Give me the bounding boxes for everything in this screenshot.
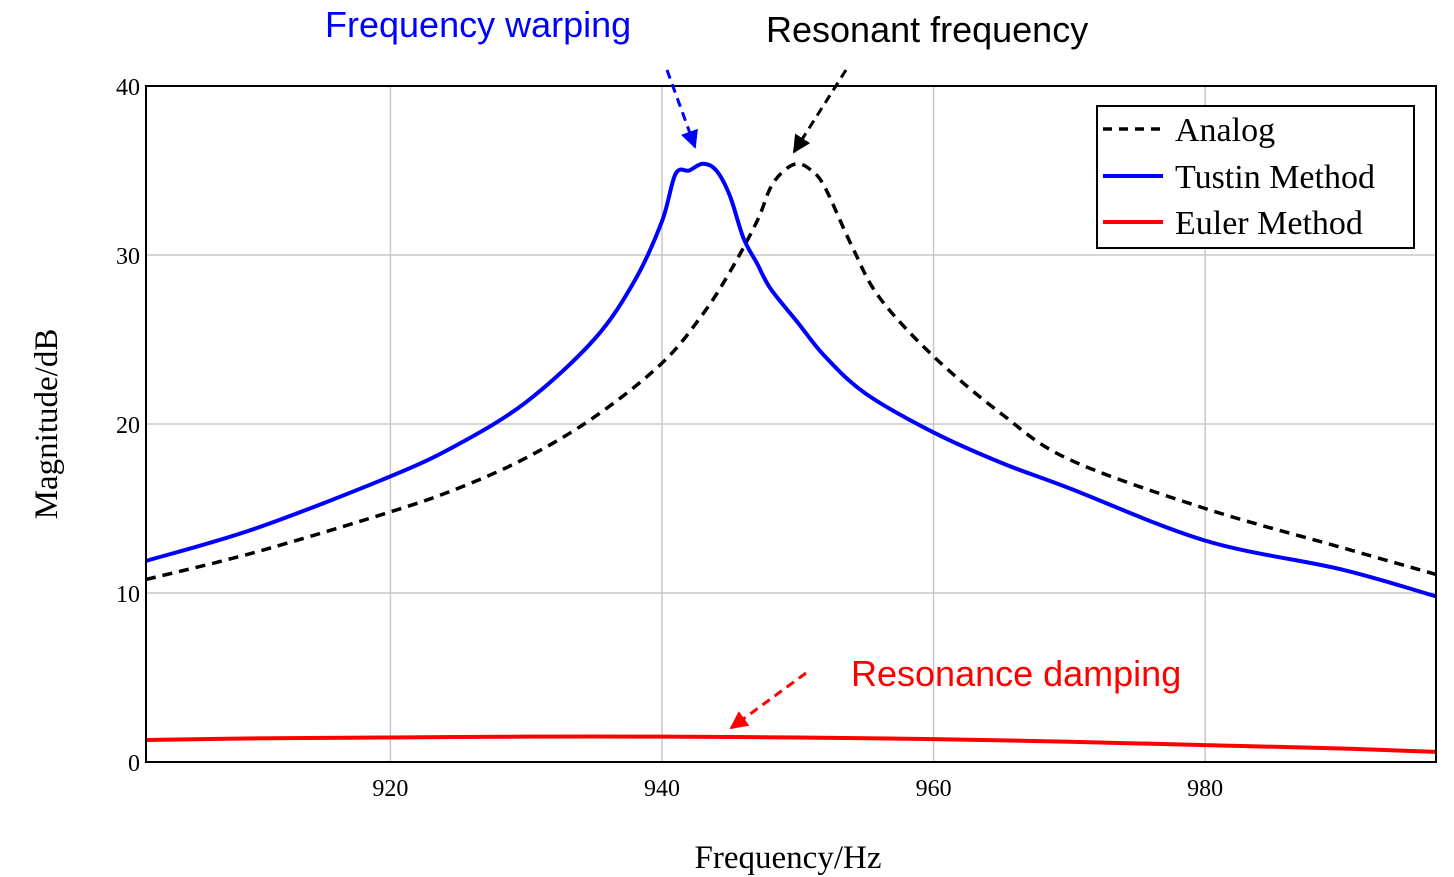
series-line-euler-method [146,734,1436,754]
annotation-resonance-damping: Resonance damping [851,653,1181,694]
series-line-analog [146,161,1436,582]
y-tick-label: 40 [116,75,140,101]
x-tick-label: 980 [1187,776,1223,802]
y-tick-label: 20 [116,413,140,439]
annotation-arrow-resonant [792,69,848,154]
y-tick-label: 0 [128,751,140,777]
legend-label-tustin: Tustin Method [1175,159,1375,196]
x-axis-title: Frequency/Hz [695,840,882,876]
x-tick-label: 960 [916,776,952,802]
annotation-arrow-damping [729,671,807,730]
y-tick-label: 30 [116,244,140,270]
plot-frame [145,85,1437,763]
legend-label-analog: Analog [1175,112,1275,149]
series-layer [146,161,1436,754]
legend-label-euler: Euler Method [1175,205,1363,242]
legend: Analog Tustin Method Euler Method [1096,105,1415,249]
x-tick-label: 940 [644,776,680,802]
annotation-resonant-frequency: Resonant frequency [766,9,1088,50]
x-tick-label: 920 [372,776,408,802]
legend-box [1096,105,1415,249]
y-axis-title: Magnitude/dB [29,329,65,520]
annotation-frequency-warping: Frequency warping [325,4,631,45]
y-tick-label: 10 [116,582,140,608]
series-line-tustin-method [146,161,1436,599]
annotation-arrow-warping [665,69,698,149]
tick-labels: 920 940 960 980 0 10 20 30 40 [116,75,1223,802]
